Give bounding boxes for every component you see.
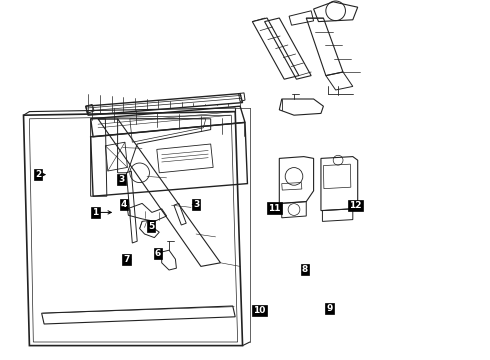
Text: 10: 10 xyxy=(253,306,266,315)
Text: 6: 6 xyxy=(155,249,161,258)
Text: 2: 2 xyxy=(35,170,41,179)
Text: 7: 7 xyxy=(123,255,130,264)
Text: 5: 5 xyxy=(148,222,154,231)
Text: 11: 11 xyxy=(268,204,281,212)
Text: 1: 1 xyxy=(93,208,98,217)
Text: 3: 3 xyxy=(119,175,124,184)
Text: 4: 4 xyxy=(121,200,127,209)
Text: 12: 12 xyxy=(349,201,362,210)
Text: 3: 3 xyxy=(193,200,199,209)
Text: 9: 9 xyxy=(326,304,333,313)
Text: 8: 8 xyxy=(302,265,308,274)
